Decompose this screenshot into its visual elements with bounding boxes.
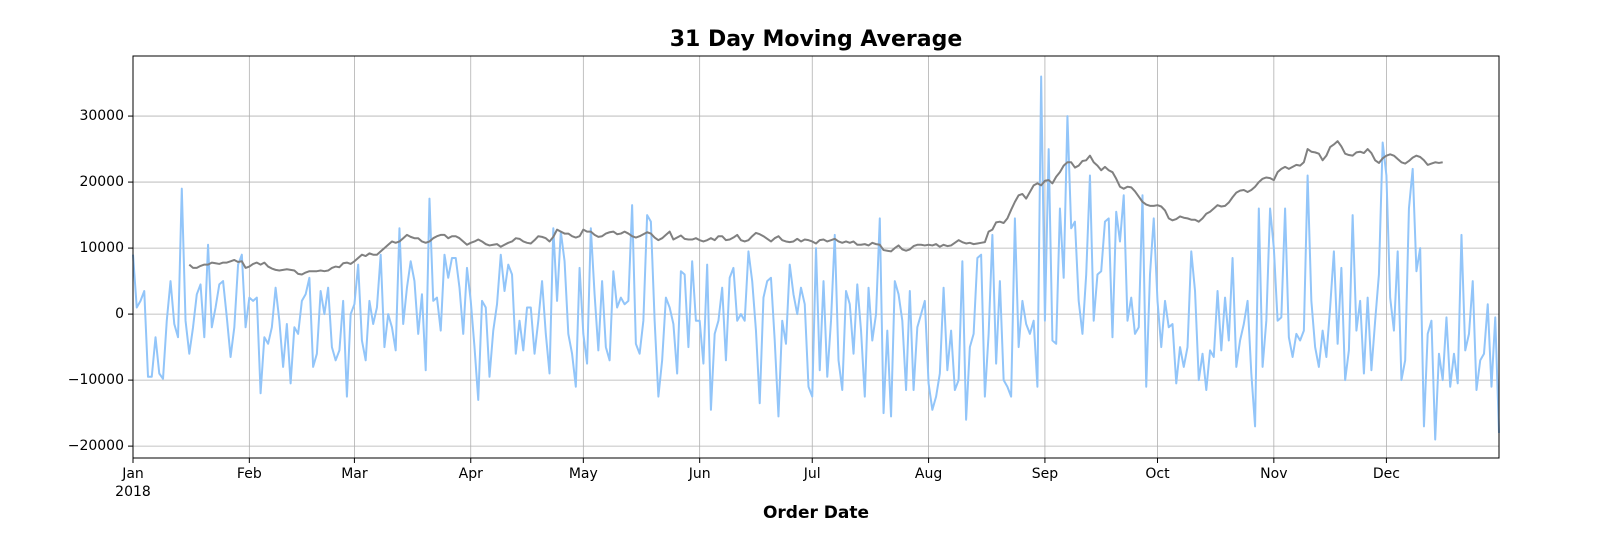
x-tick-label: Feb <box>237 466 262 482</box>
y-tick-label: 10000 <box>79 240 124 256</box>
x-tick-label: Apr <box>459 466 483 482</box>
x-tick-label: Aug <box>915 466 942 482</box>
x-tick-label: Nov <box>1260 466 1287 482</box>
y-tick-label: −10000 <box>68 372 124 388</box>
y-tick-label: 0 <box>115 306 124 322</box>
x-tick-label: Jul <box>803 466 821 482</box>
x-tick-label: Sep <box>1032 466 1059 482</box>
x-tick-label: Jun <box>688 466 711 482</box>
x-axis-label: Order Date <box>763 503 869 523</box>
chart-title: 31 Day Moving Average <box>670 27 963 52</box>
x-tick-label: Jan <box>121 466 144 482</box>
y-tick-label: 30000 <box>79 108 124 124</box>
x-tick-label: Oct <box>1145 466 1170 482</box>
y-tick-label: 20000 <box>79 174 124 190</box>
data-line <box>188 140 1443 276</box>
data-line <box>132 75 1500 441</box>
plot-frame <box>132 55 1500 459</box>
y-tick-label: −20000 <box>68 438 124 454</box>
x-tick-label: Dec <box>1373 466 1400 482</box>
x-tick-label: May <box>569 466 598 482</box>
x-year-label: 2018 <box>115 484 151 500</box>
x-tick-label: Mar <box>341 466 368 482</box>
